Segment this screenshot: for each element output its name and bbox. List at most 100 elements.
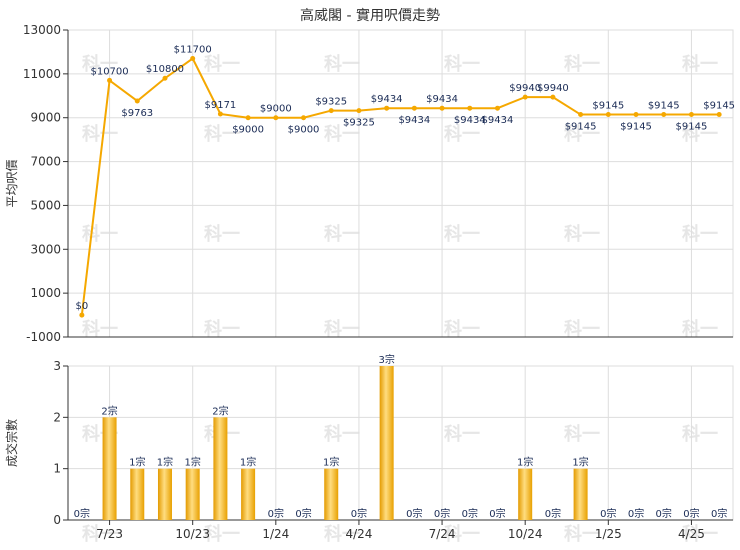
watermark-text: 科一 — [564, 53, 600, 75]
volume-data-label: 1宗 — [157, 456, 173, 469]
watermark-text: 科一 — [324, 318, 360, 340]
price-data-label: $10800 — [146, 64, 184, 75]
price-point — [134, 98, 140, 104]
y-tick-label: 1 — [53, 462, 61, 476]
watermark-text: 科一 — [444, 123, 480, 145]
price-point — [633, 112, 639, 118]
price-data-label: $9325 — [315, 97, 347, 108]
price-panel: -1000 1000 3000 5000 7000 9000 11000 13000 平均呎價 $… — [5, 23, 735, 344]
volume-bar — [130, 468, 145, 520]
y-tick-label: -1000 — [26, 330, 61, 344]
price-data-label: $9000 — [260, 104, 292, 115]
volume-data-label: 2宗 — [101, 404, 117, 417]
price-point — [494, 105, 500, 111]
volume-data-label: 0宗 — [351, 507, 367, 520]
volume-data-label: 0宗 — [489, 507, 505, 520]
watermark-text: 科一 — [564, 423, 600, 445]
volume-bar — [213, 417, 228, 520]
price-point — [661, 112, 667, 118]
price-point — [439, 105, 445, 111]
volume-data-label: 0宗 — [628, 507, 644, 520]
volume-panel: 0 1 2 3 成交宗數 0宗 2宗 1宗 1宗 1宗 2宗 1宗 0宗 0宗 1宗 0宗 3宗 0宗 0宗 0宗 0宗… — [4, 353, 734, 541]
volume-data-label: 1宗 — [185, 456, 201, 469]
watermark-text: 科一 — [682, 53, 718, 75]
watermark-text: 科一 — [444, 423, 480, 445]
volume-bar — [379, 366, 394, 520]
price-data-label: $9940 — [537, 83, 569, 94]
price-point — [688, 112, 694, 118]
volume-bar — [573, 468, 588, 520]
x-tick-label: 4/24 — [345, 527, 372, 541]
price-point — [550, 94, 556, 100]
chart-title: 高威閣 - 實用呎價走勢 — [300, 7, 440, 24]
volume-bar — [241, 468, 256, 520]
watermark-text: 科一 — [82, 318, 118, 340]
price-data-label: $9145 — [676, 122, 708, 133]
y-tick-label: 2 — [53, 410, 61, 424]
watermark-text: 科一 — [204, 123, 240, 145]
volume-bar — [157, 468, 172, 520]
price-data-label: $9000 — [288, 125, 320, 136]
y-axis-label: 成交宗數 — [4, 419, 19, 467]
volume-data-label: 1宗 — [129, 456, 145, 469]
y-tick-label: 7000 — [30, 155, 61, 169]
watermark-text: 科一 — [204, 223, 240, 245]
volume-data-label: 0宗 — [74, 507, 90, 520]
price-point — [522, 94, 528, 100]
x-tick-label: 10/23 — [175, 527, 210, 541]
watermark-text: 科一 — [444, 223, 480, 245]
price-data-label: $9145 — [592, 101, 624, 112]
price-data-label: $9434 — [398, 115, 430, 126]
watermark-text: 科一 — [564, 123, 600, 145]
x-tick-label: 10/24 — [508, 527, 543, 541]
price-point — [190, 56, 196, 62]
volume-data-label: 2宗 — [212, 404, 228, 417]
y-axis-label: 平均呎價 — [5, 159, 19, 207]
watermark-text: 科一 — [82, 523, 118, 545]
price-data-label: $9325 — [343, 118, 375, 129]
watermark-text: 科一 — [324, 123, 360, 145]
volume-data-label: 1宗 — [240, 456, 256, 469]
watermark-text: 科一 — [204, 523, 240, 545]
y-tick-label: 1000 — [30, 286, 61, 300]
price-data-label: $9434 — [371, 94, 403, 105]
watermark-text: 科一 — [324, 523, 360, 545]
volume-data-label: 1宗 — [572, 456, 588, 469]
watermark-text: 科一 — [204, 318, 240, 340]
price-point — [107, 77, 113, 83]
watermark-text: 科一 — [444, 318, 480, 340]
price-point — [245, 115, 251, 121]
price-point — [384, 105, 390, 111]
price-data-label: $9145 — [703, 101, 735, 112]
watermark-text: 科一 — [444, 523, 480, 545]
volume-data-label: 0宗 — [268, 507, 284, 520]
x-tick-label: 7/24 — [429, 527, 456, 541]
price-series-line — [80, 57, 720, 316]
volume-data-label: 1宗 — [323, 456, 339, 469]
watermark-text: 科一 — [82, 53, 118, 75]
price-point — [328, 108, 334, 114]
y-tick-label: 0 — [53, 513, 61, 527]
volume-data-label: 0宗 — [295, 507, 311, 520]
y-tick-label: 11000 — [23, 67, 61, 81]
volume-data-label: 0宗 — [434, 507, 450, 520]
y-tick-label: 3 — [53, 359, 61, 373]
watermark-text: 科一 — [682, 423, 718, 445]
x-tick-label: 4/25 — [678, 527, 705, 541]
y-tick-label: 5000 — [30, 198, 61, 212]
watermark-text: 科一 — [82, 123, 118, 145]
volume-data-label: 0宗 — [600, 507, 616, 520]
volume-data-label: 0宗 — [683, 507, 699, 520]
price-point — [356, 108, 362, 114]
watermark-text: 科一 — [564, 318, 600, 340]
volume-data-label: 0宗 — [462, 507, 478, 520]
watermark-text: 科一 — [682, 523, 718, 545]
y-tick-label: 3000 — [30, 242, 61, 256]
y-tick-label: 9000 — [30, 111, 61, 125]
volume-bar — [518, 468, 533, 520]
volume-data-label: 0宗 — [656, 507, 672, 520]
price-point — [605, 112, 611, 118]
watermark-text: 科一 — [564, 223, 600, 245]
volume-bar — [102, 417, 117, 520]
